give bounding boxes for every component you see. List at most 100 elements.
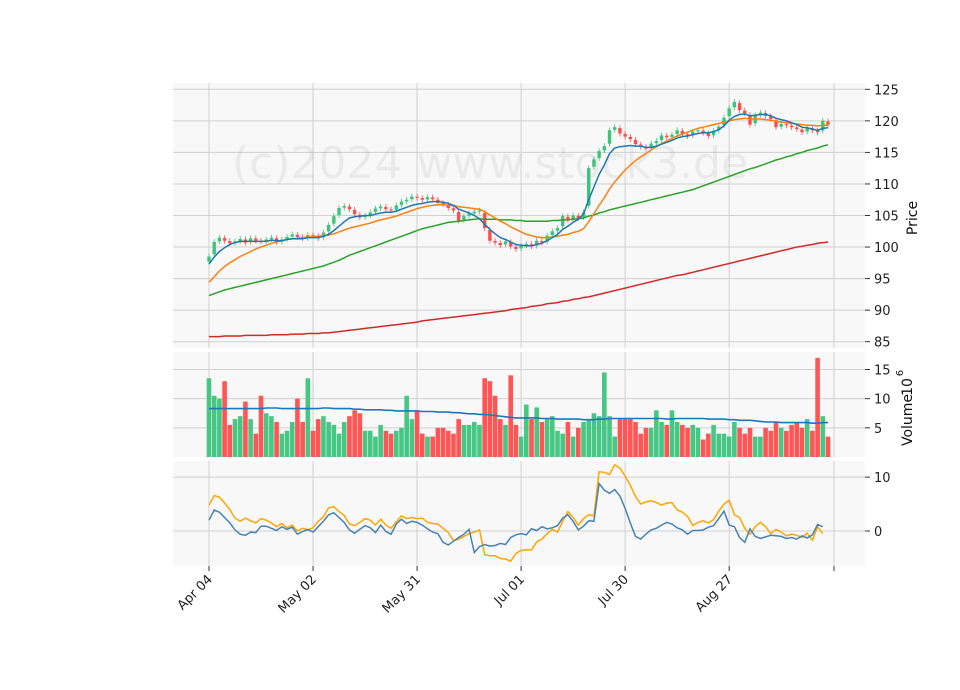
volume-bar [284, 430, 290, 457]
candle-body [368, 212, 372, 216]
volume-bar [778, 427, 784, 457]
candle-body [352, 209, 357, 215]
candle-body [826, 121, 830, 125]
candle-body [254, 238, 258, 241]
volume-bar [544, 419, 550, 457]
candle-body [410, 196, 414, 200]
candle-body [212, 242, 216, 255]
candle-body [758, 112, 763, 115]
volume-bar [789, 424, 794, 457]
candle-body [805, 127, 809, 132]
candle-body [680, 130, 685, 135]
volume-bar [721, 433, 727, 457]
volume-bar [742, 433, 748, 457]
volume-bar [269, 416, 274, 457]
candle-body [264, 239, 268, 242]
price-y-tick-label: 85 [874, 336, 891, 351]
osc-y-tick-label: 10 [874, 471, 891, 486]
candle-body [623, 133, 627, 137]
volume-bar [700, 439, 706, 457]
volume-bar [243, 401, 248, 457]
price-y-tick-label: 110 [874, 178, 899, 193]
volume-bar [622, 419, 628, 457]
volume-bar [768, 430, 774, 457]
candle-body [717, 126, 721, 131]
volume-bar [341, 422, 347, 457]
volume-bar [617, 419, 623, 457]
volume-bar [602, 372, 607, 457]
volume-bar [326, 422, 331, 457]
candle-body [685, 134, 690, 136]
candle-body [779, 124, 783, 127]
volume-y-tick-label: 10 [874, 393, 891, 408]
volume-bar [643, 427, 649, 457]
volume-bar [758, 436, 763, 457]
candle-body [675, 130, 679, 135]
oscillator-line-a [208, 463, 824, 563]
volume-bar [654, 410, 659, 457]
volume-bar [383, 430, 389, 457]
volume-bar [435, 427, 441, 457]
volume-bar [810, 430, 815, 457]
volume-bar [477, 424, 482, 457]
volume-bar [586, 419, 592, 457]
volume-bar [726, 436, 732, 457]
volume-bar [555, 430, 560, 457]
volume-bar [211, 395, 217, 457]
volume-bar [347, 416, 352, 457]
volume-bar [711, 424, 716, 457]
candle-body [467, 213, 471, 216]
x-tick-label: Jul 30 [595, 572, 632, 609]
volume-bar [503, 424, 508, 457]
candle-body [378, 206, 383, 209]
volume-bar [321, 416, 326, 457]
price-y-tick-label: 120 [874, 115, 899, 130]
candle-body [285, 236, 289, 240]
volume-y-tick-label: 5 [874, 422, 882, 437]
candle-body [743, 110, 747, 114]
volume-bar [513, 424, 519, 457]
oscillator-line-b [208, 481, 824, 555]
candle-body [451, 208, 456, 211]
candle-body [394, 205, 398, 210]
price-axis-title: Price [905, 201, 921, 235]
candle-body [628, 137, 633, 140]
candle-body [248, 238, 253, 242]
candle-body [550, 231, 555, 236]
candle-body [665, 135, 669, 138]
volume-axis-base: 10 [900, 378, 916, 396]
ma-200-line [209, 241, 829, 338]
candle-body [472, 211, 476, 214]
candle-body [815, 130, 820, 133]
volume-bar [784, 430, 789, 457]
candle-body [363, 215, 367, 218]
volume-y-tick-label: 15 [874, 364, 891, 379]
volume-bar [305, 378, 311, 457]
volume-bar [445, 430, 451, 457]
volume-bar [274, 422, 279, 457]
candle-body [566, 216, 570, 220]
price-y-tick-label: 90 [874, 304, 891, 319]
volume-bar [378, 424, 383, 457]
volume-bar [648, 427, 654, 457]
watermark: (c)2024 www.stock3.de [232, 138, 748, 189]
volume-bar [362, 430, 368, 457]
volume-bar [804, 419, 810, 457]
candle-body [748, 114, 752, 125]
volume-bar [706, 433, 711, 457]
candle-body [555, 228, 560, 231]
candle-body [514, 246, 518, 249]
volume-bar [222, 381, 227, 457]
volume-bar [263, 413, 269, 457]
volume-bar [492, 395, 498, 457]
price-y-tick-label: 95 [874, 273, 891, 288]
candle-body [482, 213, 487, 229]
x-tick-label: Jul 01 [491, 572, 528, 609]
volume-bar [466, 424, 472, 457]
volume-bar [570, 436, 576, 457]
oscillator-panel-bg [173, 461, 865, 566]
candle-body [384, 207, 388, 210]
candle-body [311, 235, 315, 237]
candle-body [404, 199, 409, 202]
candle-body [670, 134, 674, 137]
